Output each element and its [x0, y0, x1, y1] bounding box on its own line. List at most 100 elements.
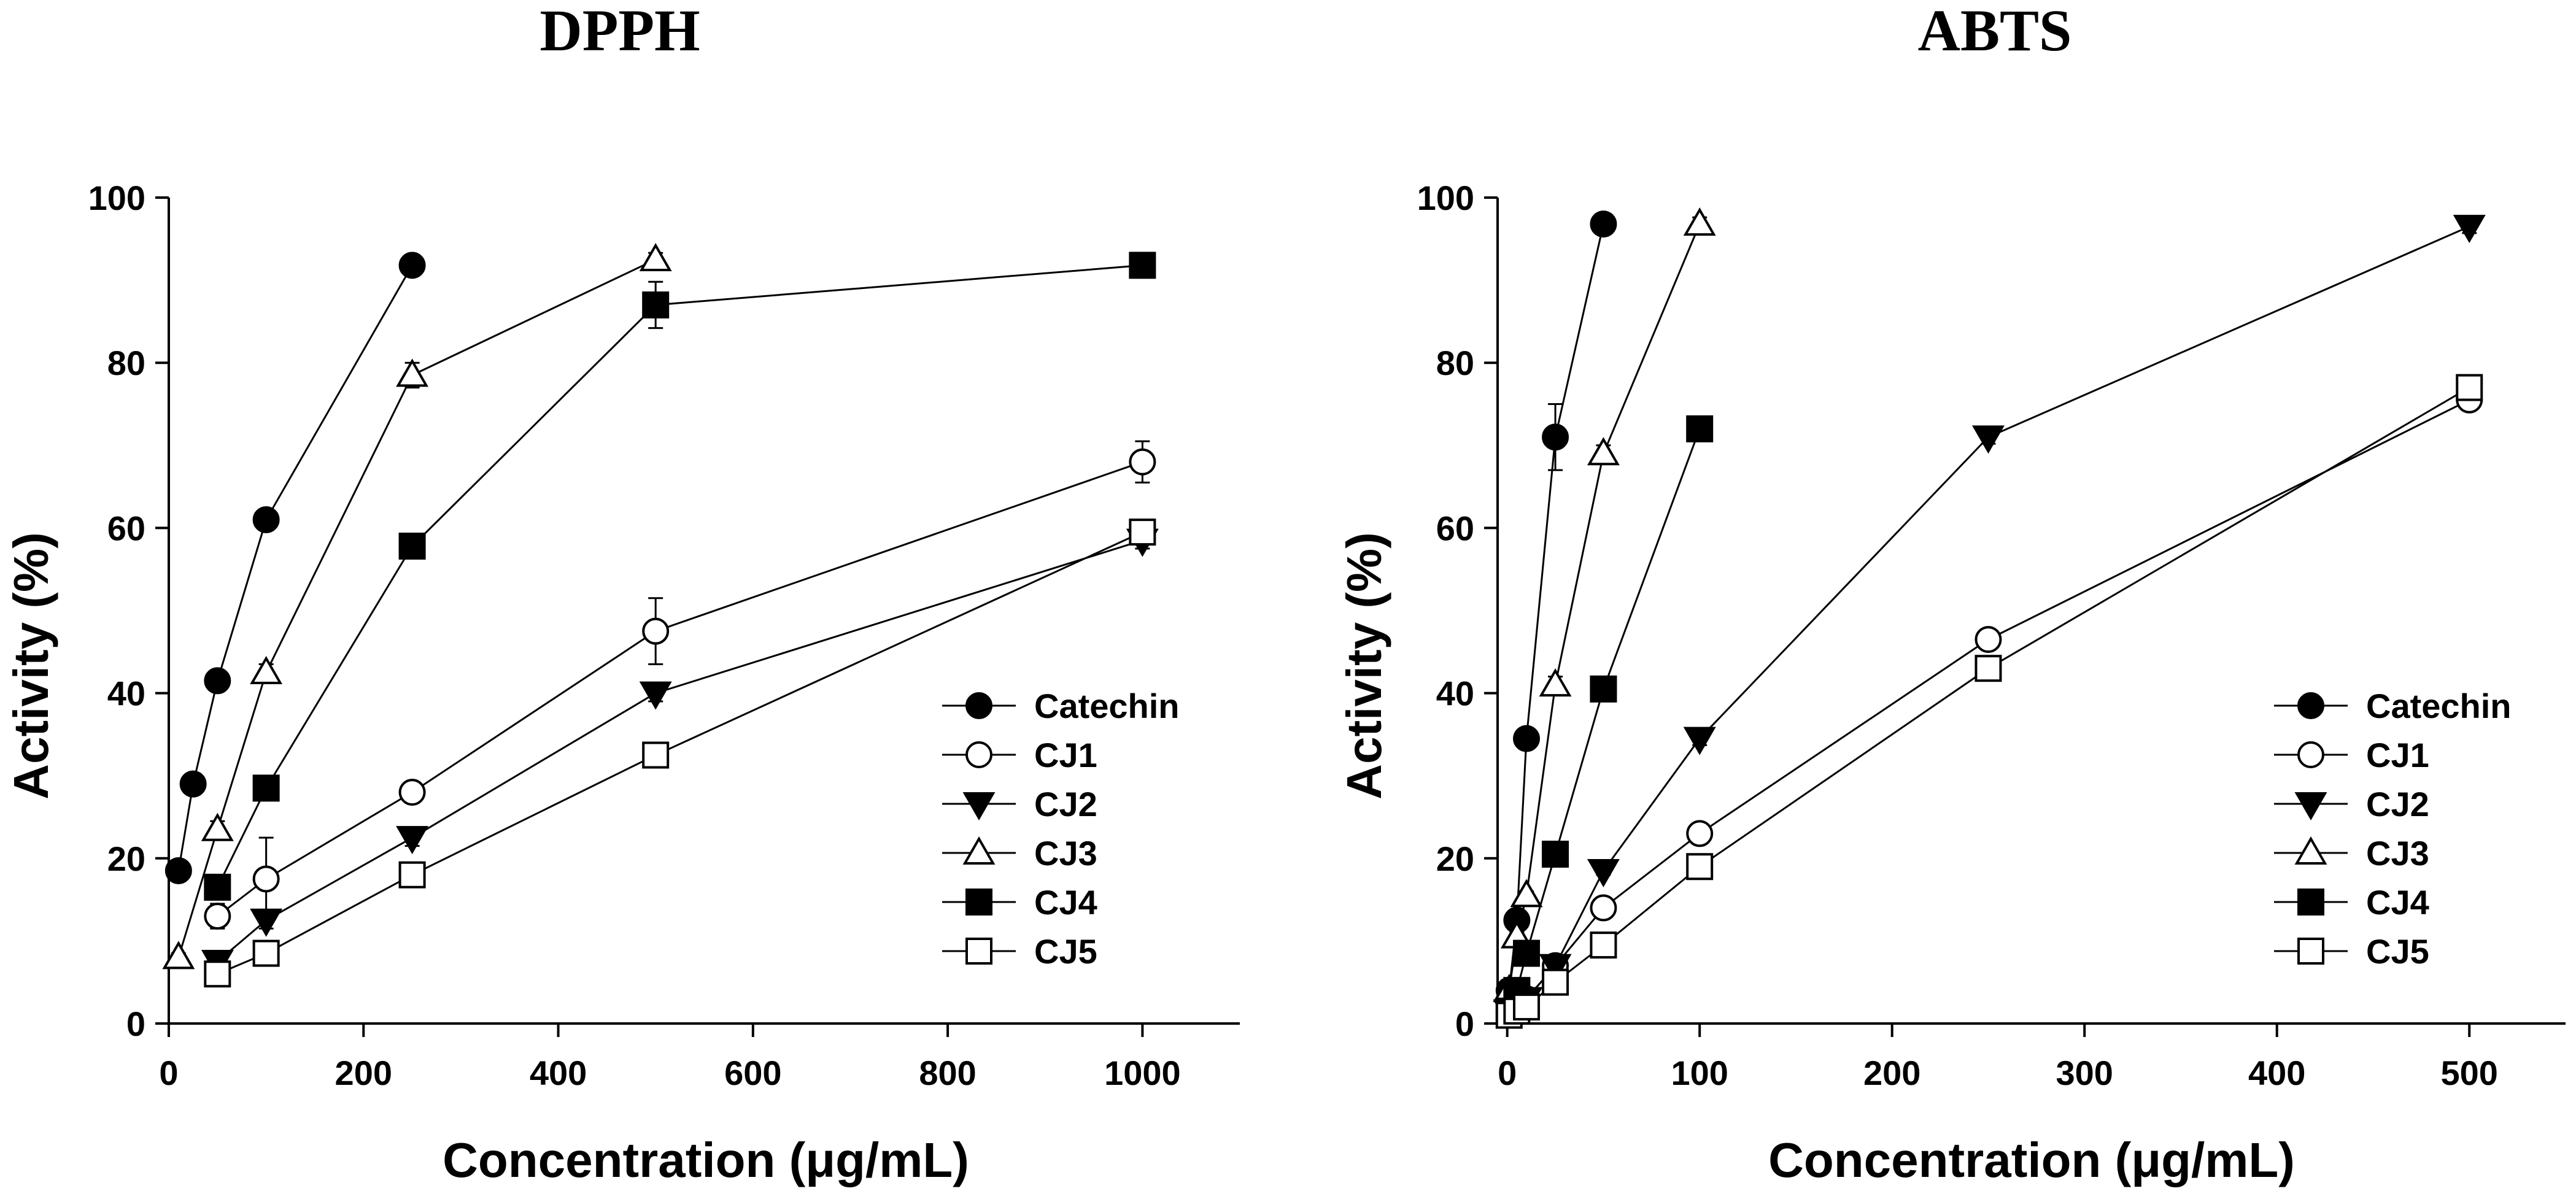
legend-marker	[2294, 836, 2327, 865]
legend-label: Catechin	[1034, 687, 1180, 725]
x-tick-label: 400	[2248, 1054, 2305, 1092]
data-point	[639, 681, 672, 710]
data-point	[396, 826, 429, 855]
legend-item-cj5: CJ5	[2274, 932, 2429, 971]
y-tick-label: 80	[1436, 344, 1474, 382]
legend-item-cj2: CJ2	[2274, 785, 2429, 823]
series-line	[1508, 428, 1701, 1012]
x-tick-label: 200	[335, 1054, 392, 1092]
y-tick-label: 40	[107, 674, 145, 713]
legend-item-cj4: CJ4	[942, 883, 1097, 922]
data-point	[250, 908, 283, 937]
legend-item-cj3: CJ3	[942, 834, 1097, 873]
data-point	[1683, 727, 1716, 755]
x-tick-label: 300	[2056, 1054, 2113, 1092]
data-point	[204, 960, 231, 988]
x-tick-label: 500	[2441, 1054, 2498, 1092]
legend-label: Catechin	[2366, 687, 2512, 725]
legend-label: CJ2	[1034, 785, 1097, 823]
legend-item-catechin: Catechin	[2274, 687, 2512, 725]
series-line	[177, 258, 656, 958]
legend-marker	[965, 741, 992, 768]
x-tick-label: 200	[1863, 1054, 1920, 1092]
y-tick-label: 100	[88, 179, 145, 217]
legend-label: CJ5	[2366, 932, 2429, 971]
x-axis-label: Concentration (μg/mL)	[443, 1133, 969, 1187]
data-point	[252, 939, 280, 967]
data-point	[252, 774, 280, 802]
series-catechin	[1495, 210, 1617, 1004]
data-point	[1686, 853, 1714, 881]
series-line	[1508, 223, 1604, 991]
x-tick-label: 600	[724, 1054, 781, 1092]
legend-label: CJ5	[1034, 932, 1097, 971]
data-point	[2453, 215, 2486, 244]
series-cj2	[1493, 215, 2486, 1028]
y-tick-label: 100	[1417, 179, 1474, 217]
series-line	[1509, 387, 2470, 1016]
y-tick-label: 20	[107, 839, 145, 878]
data-point	[1513, 939, 1541, 967]
data-point	[1590, 894, 1617, 922]
legend-item-catechin: Catechin	[942, 687, 1180, 725]
data-point	[1539, 954, 1572, 982]
data-point	[1542, 423, 1569, 451]
series-line	[177, 264, 413, 871]
y-axis-label: Activity (%)	[1337, 532, 1391, 800]
y-tick-label: 40	[1436, 674, 1474, 713]
legend-marker	[965, 692, 992, 719]
data-point	[642, 291, 670, 318]
data-point	[1513, 725, 1541, 752]
legend-marker	[2294, 792, 2327, 821]
data-point	[1542, 841, 1569, 868]
y-axis-label: Activity (%)	[4, 532, 58, 800]
data-point	[201, 812, 234, 841]
legend-marker	[965, 889, 992, 916]
data-point	[1590, 675, 1617, 703]
y-tick-label: 0	[1455, 1004, 1474, 1043]
data-point	[1542, 968, 1569, 996]
x-tick-label: 1000	[1104, 1054, 1181, 1092]
data-point	[1975, 626, 2002, 653]
legend-marker	[962, 792, 996, 821]
legend-item-cj3: CJ3	[2274, 834, 2429, 873]
data-point	[1590, 931, 1617, 959]
data-point	[1587, 437, 1620, 466]
legend-label: CJ3	[1034, 834, 1097, 873]
data-point	[162, 941, 195, 970]
legend-marker	[2297, 692, 2324, 719]
series-catechin	[164, 252, 426, 884]
data-point	[179, 770, 207, 798]
legend-marker	[965, 938, 992, 965]
legend-label: CJ3	[2366, 834, 2429, 873]
abts-panel: ABTS Concentration (μg/mL) Activity (%) …	[1337, 0, 2566, 1187]
data-point	[398, 252, 426, 279]
x-axis-label: Concentration (μg/mL)	[1768, 1133, 2295, 1187]
legend-label: CJ4	[1034, 883, 1097, 922]
legend-item-cj1: CJ1	[942, 736, 1097, 774]
data-point	[398, 533, 426, 560]
x-tick-label: 400	[530, 1054, 587, 1092]
series-cj5	[1495, 374, 2483, 1029]
x-tick-label: 100	[1671, 1054, 1728, 1092]
data-point	[164, 857, 192, 884]
data-point	[639, 242, 672, 271]
x-tick-label: 800	[919, 1054, 976, 1092]
series-cj5	[204, 519, 1156, 988]
data-point	[1590, 210, 1617, 238]
data-point	[1587, 858, 1620, 888]
data-point	[398, 779, 426, 806]
series-cj4	[204, 252, 1156, 901]
data-point	[250, 655, 283, 684]
series-line	[217, 539, 1143, 963]
y-tick-label: 20	[1436, 839, 1474, 878]
data-point	[398, 861, 426, 889]
x-tick-label: 0	[159, 1054, 178, 1092]
data-point	[252, 865, 280, 893]
data-point	[252, 506, 280, 533]
legend-marker	[2297, 889, 2324, 916]
data-point	[1129, 519, 1156, 546]
legend-marker	[2297, 938, 2324, 965]
legend-label: CJ2	[2366, 785, 2429, 823]
